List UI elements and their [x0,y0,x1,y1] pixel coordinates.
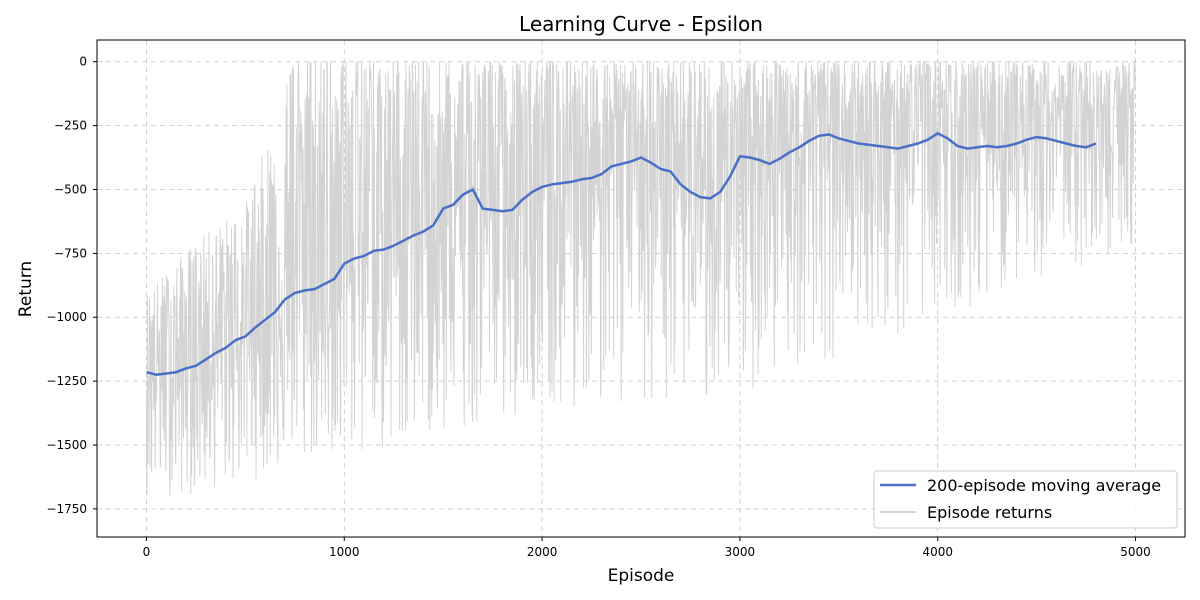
y-tick-label: 0 [79,55,87,69]
episode-returns-line [146,61,1136,496]
x-tick-label: 0 [143,545,151,559]
x-axis-label: Episode [608,566,675,586]
x-axis-ticks: 0 1000 2000 3000 4000 5000 [143,537,1151,559]
moving-average-line [146,132,1097,376]
episode-returns-series [146,61,1136,496]
y-tick-label: −1000 [46,310,87,324]
y-tick-label: −500 [54,182,87,196]
x-tick-label: 3000 [725,545,756,559]
moving-average-series [146,132,1097,376]
chart-title: Learning Curve - Epsilon [519,12,763,36]
y-tick-label: −250 [54,119,87,133]
legend-label-episode-returns: Episode returns [927,503,1052,522]
x-tick-label: 2000 [527,545,558,559]
y-axis-ticks: 0 −250 −500 −750 −1000 −1250 −1500 −1750 [46,55,97,516]
y-axis-label: Return [16,261,36,317]
y-tick-label: −750 [54,246,87,260]
x-tick-label: 5000 [1120,545,1151,559]
legend-label-moving-average: 200-episode moving average [927,476,1161,495]
y-tick-label: −1500 [46,438,87,452]
legend-box [873,470,1178,529]
y-tick-label: −1750 [46,502,87,516]
x-tick-label: 1000 [329,545,360,559]
plot-frame [96,39,1186,538]
legend: 200-episode moving average Episode retur… [873,470,1178,529]
y-tick-label: −1250 [46,374,87,388]
x-tick-label: 4000 [922,545,953,559]
